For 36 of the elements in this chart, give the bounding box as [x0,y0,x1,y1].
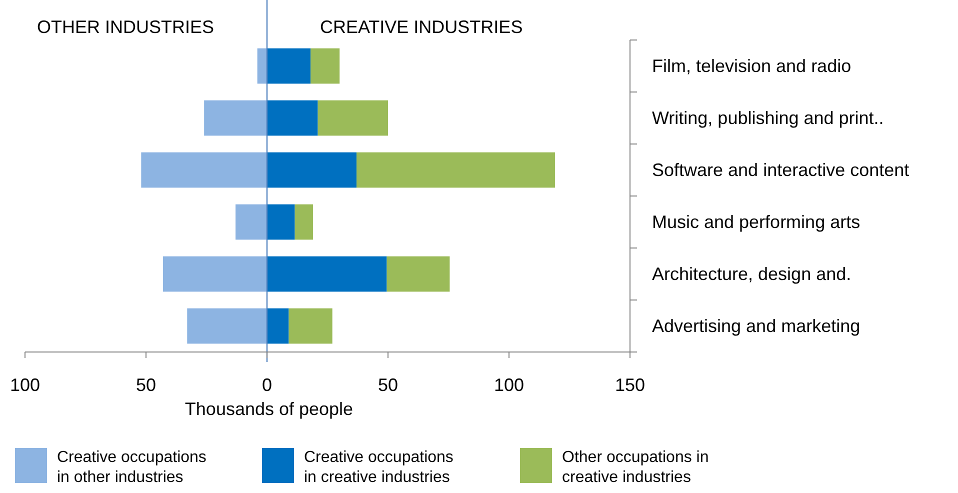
y-tick-label: Software and interactive content [652,160,910,180]
bar [187,308,267,344]
x-tick-label: 0 [262,375,272,395]
bar [267,152,357,188]
x-axis-title: Thousands of people [184,399,354,419]
y-tick-label: Advertising and marketing [652,316,860,336]
bar [356,152,555,188]
bar [236,204,267,240]
legend-label: Other occupations in creative industries [562,449,709,486]
bar [267,48,311,84]
bar [386,256,450,292]
annotation: CREATIVE INDUSTRIES [320,17,523,37]
bar [257,48,267,84]
bar [267,100,318,136]
x-tick-label: 100 [494,375,524,395]
bar [141,152,267,188]
x-tick-label: 50 [136,375,156,395]
bar [294,204,313,240]
bar [267,256,387,292]
bar [267,308,289,344]
bar [204,100,267,136]
bar [267,204,295,240]
annotation: OTHER INDUSTRIES [37,17,214,37]
bar [318,100,388,136]
legend-label: Creative occupations in other industries [57,449,206,486]
y-tick-label: Film, television and radio [652,56,852,76]
x-tick-label: 100 [10,375,40,395]
y-tick-label: Writing, publishing and print.. [652,108,884,128]
y-tick-label: Architecture, design and. [652,264,852,284]
bar [288,308,332,344]
x-tick-label: 150 [614,375,646,395]
x-tick-label: 50 [378,375,398,395]
y-tick-label: Music and performing arts [652,212,860,232]
bar [310,48,340,84]
legend-label: Creative occupations in creative industries [304,449,454,486]
bar [162,256,267,292]
